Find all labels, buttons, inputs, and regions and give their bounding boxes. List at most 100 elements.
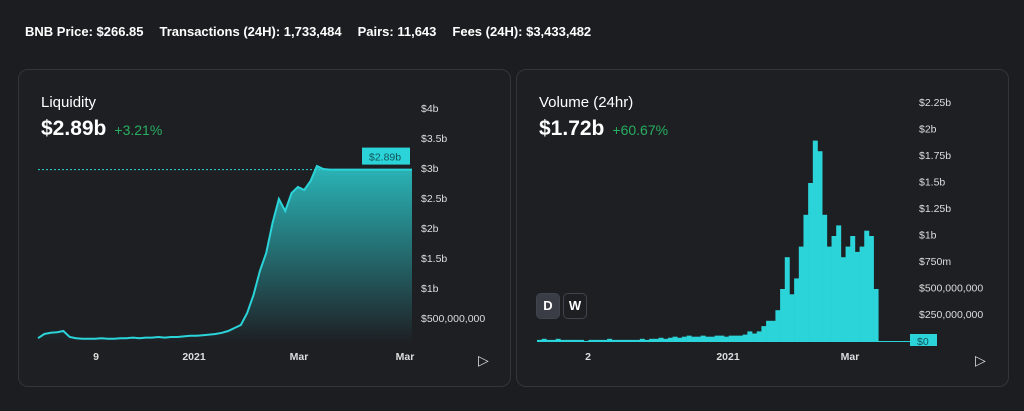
volume-bar: [747, 331, 753, 342]
volume-bar: [775, 310, 781, 342]
liquidity-change: +3.21%: [114, 122, 163, 138]
volume-bar: [831, 236, 837, 342]
liquidity-area: [38, 166, 412, 343]
volume-bar: [878, 341, 884, 342]
volume-bar: [868, 236, 874, 342]
volume-bar: [845, 246, 851, 342]
volume-card: Volume (24hr) $1.72b +60.67% $2.25b $2b $1.…: [516, 69, 1009, 387]
current-value-badge: [910, 334, 937, 346]
x-tick-label: 2: [585, 351, 591, 363]
current-value-label: $2.89b: [369, 152, 401, 164]
y-tick-label: $1b: [421, 283, 439, 295]
volume-bar: [836, 225, 842, 342]
play-icon[interactable]: ▷: [975, 352, 986, 368]
x-tick-label: 2021: [716, 351, 740, 363]
volume-bar: [873, 289, 879, 342]
x-tick-label: Mar: [290, 351, 309, 363]
volume-bar: [667, 337, 673, 342]
volume-bar: [719, 335, 725, 342]
volume-bar: [780, 289, 786, 342]
liquidity-line: [37, 164, 412, 340]
transactions-24h: Transactions (24H): 1,733,484: [159, 24, 342, 39]
volume-chart[interactable]: $2.25b $2b $1.75b $1.5b $1.25b $1b $750m $500,0…: [517, 70, 1008, 386]
y-tick-label: $3.5b: [421, 133, 447, 145]
volume-bar: [555, 338, 561, 342]
volume-bar: [569, 339, 575, 342]
volume-bar: [896, 341, 902, 342]
bnb-price: BNB Price: $266.85: [25, 24, 144, 39]
y-tick-label: $1b: [919, 230, 937, 242]
volume-bar: [593, 339, 599, 342]
volume-bar: [714, 335, 720, 342]
volume-bar: [644, 339, 650, 342]
weekly-button[interactable]: W: [563, 293, 587, 319]
volume-bar: [705, 336, 711, 342]
volume-title: Volume (24hr): [539, 94, 634, 111]
volume-bar: [588, 339, 594, 342]
y-tick-label: $1.5b: [919, 177, 945, 189]
volume-bar: [649, 338, 655, 342]
current-value-badge: [362, 147, 410, 165]
volume-bar: [658, 337, 664, 342]
volume-bar: [808, 183, 814, 342]
volume-bar: [812, 140, 818, 342]
volume-bar: [864, 230, 870, 342]
volume-bar: [560, 339, 566, 342]
volume-bar: [630, 339, 636, 342]
volume-bar: [756, 331, 762, 342]
liquidity-value: $2.89b +3.21%: [41, 117, 162, 141]
volume-bar: [766, 320, 772, 342]
play-icon[interactable]: ▷: [478, 352, 489, 368]
volume-bar: [639, 338, 645, 342]
volume-bar: [607, 338, 613, 342]
volume-bar: [794, 278, 800, 342]
y-tick-label: $1.25b: [919, 203, 951, 215]
volume-bar: [784, 257, 790, 342]
volume-bar: [803, 214, 809, 342]
liquidity-card: Liquidity $2.89b +3.21% $4b $3.5b $3b $2.5b $…: [18, 69, 511, 387]
volume-bar: [761, 326, 767, 342]
x-tick-label: 9: [93, 351, 99, 363]
volume-change: +60.67%: [612, 122, 669, 138]
y-tick-label: $1.75b: [919, 150, 951, 162]
volume-bar: [611, 339, 617, 342]
volume-bar: [901, 341, 907, 342]
volume-bar: [752, 333, 758, 342]
current-value-label: $0: [917, 336, 929, 348]
x-tick-label: Mar: [396, 351, 415, 363]
liquidity-title: Liquidity: [41, 94, 97, 111]
volume-bar: [789, 294, 795, 342]
liquidity-amount: $2.89b: [41, 117, 107, 140]
volume-bar: [565, 339, 571, 342]
volume-bar: [672, 336, 678, 342]
volume-bar: [892, 341, 898, 342]
volume-bar: [906, 341, 912, 342]
volume-bar: [579, 339, 585, 342]
volume-bar: [859, 246, 865, 342]
y-tick-label: $2.5b: [421, 193, 447, 205]
volume-bar: [616, 339, 622, 342]
volume-bar: [700, 335, 706, 342]
daily-button[interactable]: D: [536, 293, 560, 319]
volume-bar: [882, 341, 888, 342]
volume-bar: [663, 338, 669, 342]
volume-bar: [887, 341, 893, 342]
volume-bar: [817, 151, 823, 342]
stats-bar: BNB Price: $266.85 Transactions (24H): 1…: [25, 24, 591, 39]
volume-bar: [551, 339, 556, 342]
volume-amount: $1.72b: [539, 117, 605, 140]
y-tick-label: $3b: [421, 163, 439, 175]
volume-bar: [537, 339, 542, 342]
pairs-count: Pairs: 11,643: [357, 24, 437, 39]
liquidity-chart[interactable]: $4b $3.5b $3b $2.5b $2b $1.5b $1b $500,000,000 $…: [19, 70, 510, 386]
y-tick-label: $1.5b: [421, 253, 447, 265]
x-tick-label: Mar: [841, 351, 860, 363]
volume-bar: [798, 246, 804, 342]
volume-bar: [677, 337, 683, 342]
y-tick-label: $250,000,000: [919, 309, 983, 321]
volume-bar: [653, 338, 659, 342]
volume-bar: [738, 335, 743, 342]
volume-bar: [854, 251, 860, 342]
volume-bar: [826, 246, 832, 342]
volume-bar: [840, 257, 846, 342]
